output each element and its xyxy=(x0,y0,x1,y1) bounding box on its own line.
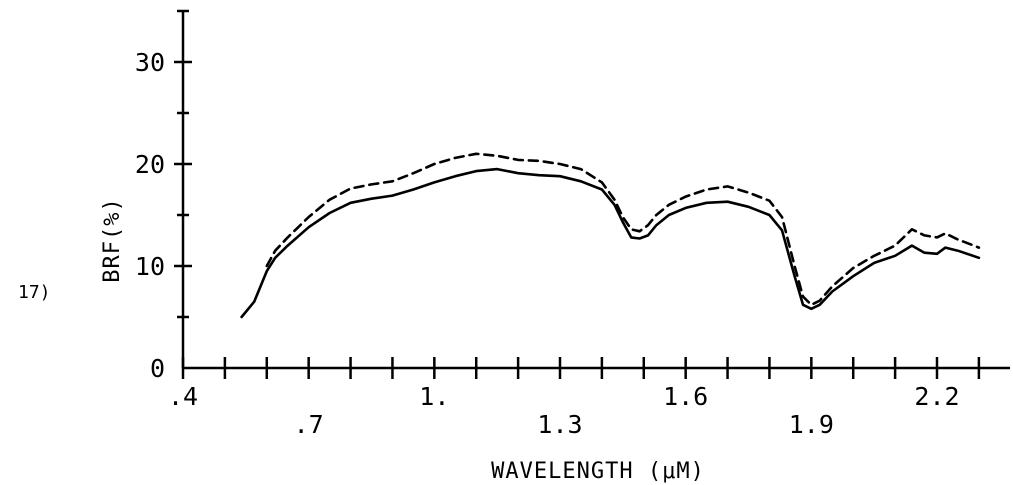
x-tick-label: 1.6 xyxy=(663,382,708,411)
x-tick-label: 1.9 xyxy=(789,410,834,439)
y-tick-label: 0 xyxy=(150,354,165,383)
x-axis-title: WAVELENGTH (μM) xyxy=(491,459,705,484)
y-tick-label: 10 xyxy=(135,252,165,281)
y-tick-label: 20 xyxy=(135,150,165,179)
x-tick-label: .7 xyxy=(294,410,324,439)
x-tick-label: 1. xyxy=(419,382,449,411)
y-tick-label: 30 xyxy=(135,48,165,77)
y-axis-title: BRF(%) xyxy=(100,197,125,282)
series-line-dashed xyxy=(265,152,981,307)
series-line-solid xyxy=(240,167,981,319)
x-tick-label: 1.3 xyxy=(537,410,582,439)
figure-label: 17) xyxy=(18,282,51,303)
plot-area: 0 10 20 30 .4 .7 1. 1.3 1.6 1.9 2.2 xyxy=(135,9,1010,439)
x-tick-label: .4 xyxy=(168,382,198,411)
x-tick-label: 2.2 xyxy=(914,382,959,411)
